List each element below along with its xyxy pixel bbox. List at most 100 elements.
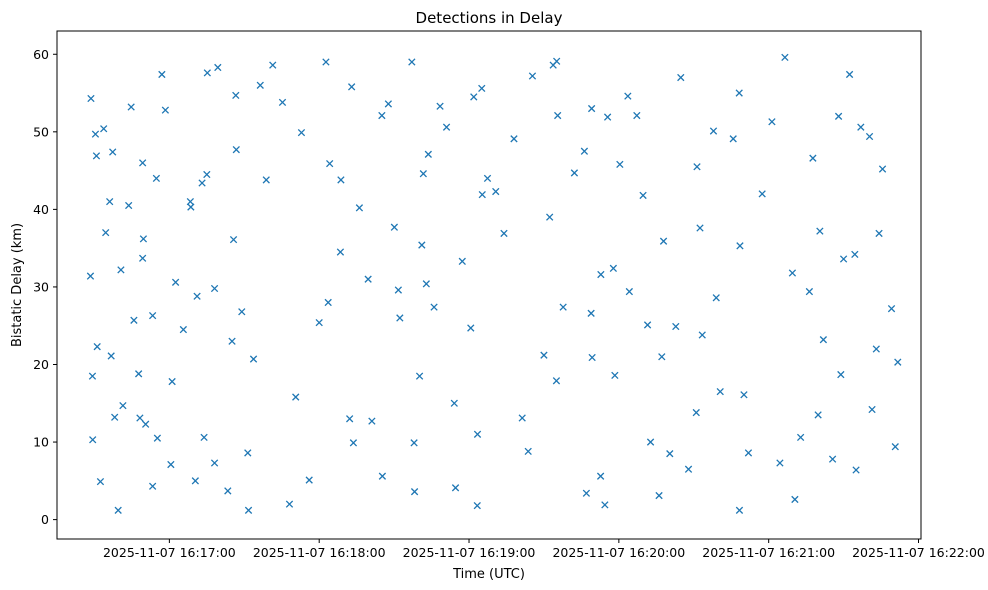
data-point [788, 269, 797, 277]
data-point [422, 280, 430, 288]
data-point [297, 128, 306, 137]
data-point [442, 123, 451, 131]
data-point [837, 370, 845, 379]
data-point [100, 125, 108, 133]
data-point [114, 506, 122, 514]
data-point [492, 187, 500, 196]
data-point [570, 169, 579, 177]
data-point [368, 417, 376, 425]
data-point [596, 472, 605, 480]
data-point [839, 255, 848, 263]
data-point [528, 72, 537, 80]
data-point [828, 455, 837, 463]
x-tick-label: 2025-11-07 16:21:00 [702, 545, 835, 560]
data-point [684, 465, 693, 473]
data-point [735, 89, 743, 97]
data-point [633, 111, 641, 120]
data-point [643, 321, 652, 329]
data-point [153, 434, 162, 442]
data-point [148, 482, 157, 490]
data-point [210, 459, 219, 467]
x-tick-label: 2025-11-07 16:18:00 [253, 545, 386, 560]
data-point [86, 272, 95, 280]
y-tick-label: 50 [33, 124, 49, 139]
data-point [758, 190, 766, 198]
data-point [322, 58, 330, 66]
data-point [845, 70, 854, 79]
x-axis-ticks: 2025-11-07 16:17:00 2025-11-07 16:18:00 20… [103, 539, 985, 560]
data-point [857, 123, 865, 131]
data-point [791, 495, 799, 504]
data-point [111, 413, 119, 421]
data-point [891, 443, 899, 451]
data-point [868, 405, 876, 414]
data-point [408, 58, 416, 66]
data-point [624, 92, 632, 100]
data-point [467, 324, 475, 332]
data-point [894, 358, 902, 366]
data-point [587, 104, 596, 113]
data-point [136, 414, 144, 422]
data-point [666, 450, 674, 458]
data-point [693, 163, 701, 171]
data-point [736, 242, 744, 250]
data-point [698, 331, 706, 339]
data-point [337, 176, 345, 184]
data-point [473, 501, 481, 510]
data-point [203, 170, 211, 179]
data-point [324, 298, 332, 307]
y-tick-label: 60 [33, 47, 49, 62]
data-point [814, 411, 822, 419]
data-point [451, 484, 460, 492]
data-point [540, 351, 548, 359]
data-point [138, 159, 147, 167]
data-point [834, 112, 843, 120]
data-point [96, 477, 105, 486]
data-point [378, 472, 387, 480]
chart-title: Detections in Delay [416, 9, 563, 27]
data-point [127, 103, 135, 111]
data-point [552, 377, 561, 385]
data-point [473, 430, 482, 438]
data-point [168, 377, 176, 386]
data-point [601, 501, 609, 509]
data-point [646, 438, 655, 446]
data-point [269, 61, 277, 69]
data-point [729, 135, 737, 143]
data-point [872, 345, 880, 353]
data-point [355, 204, 364, 212]
data-point [768, 118, 776, 126]
data-point [198, 179, 206, 187]
data-point [138, 254, 147, 262]
data-point [672, 322, 680, 331]
data-point [692, 408, 700, 417]
data-point [478, 84, 486, 93]
plot-area [56, 30, 922, 540]
data-point [278, 98, 287, 107]
data-point [315, 318, 323, 327]
y-axis-label: Bistatic Delay (km) [10, 223, 25, 347]
x-tick-label: 2025-11-07 16:17:00 [103, 545, 236, 560]
data-point [238, 308, 246, 316]
data-point [214, 63, 222, 72]
data-point [410, 488, 419, 496]
data-point [87, 94, 95, 103]
data-point [865, 132, 874, 141]
data-point [167, 460, 175, 469]
data-point [655, 491, 663, 500]
data-point [203, 69, 211, 77]
data-point [582, 489, 591, 497]
data-point [677, 73, 685, 82]
data-point [851, 250, 859, 259]
data-point [125, 201, 133, 210]
data-point [384, 100, 393, 108]
data-point [364, 275, 372, 283]
data-point [193, 292, 201, 300]
data-point [141, 420, 150, 428]
y-axis-ticks: 0 10 20 30 40 50 60 [33, 47, 57, 527]
data-point [93, 342, 101, 351]
data-point [616, 160, 624, 169]
data-point [796, 433, 805, 442]
data-points [86, 53, 902, 514]
data-point [171, 278, 180, 286]
